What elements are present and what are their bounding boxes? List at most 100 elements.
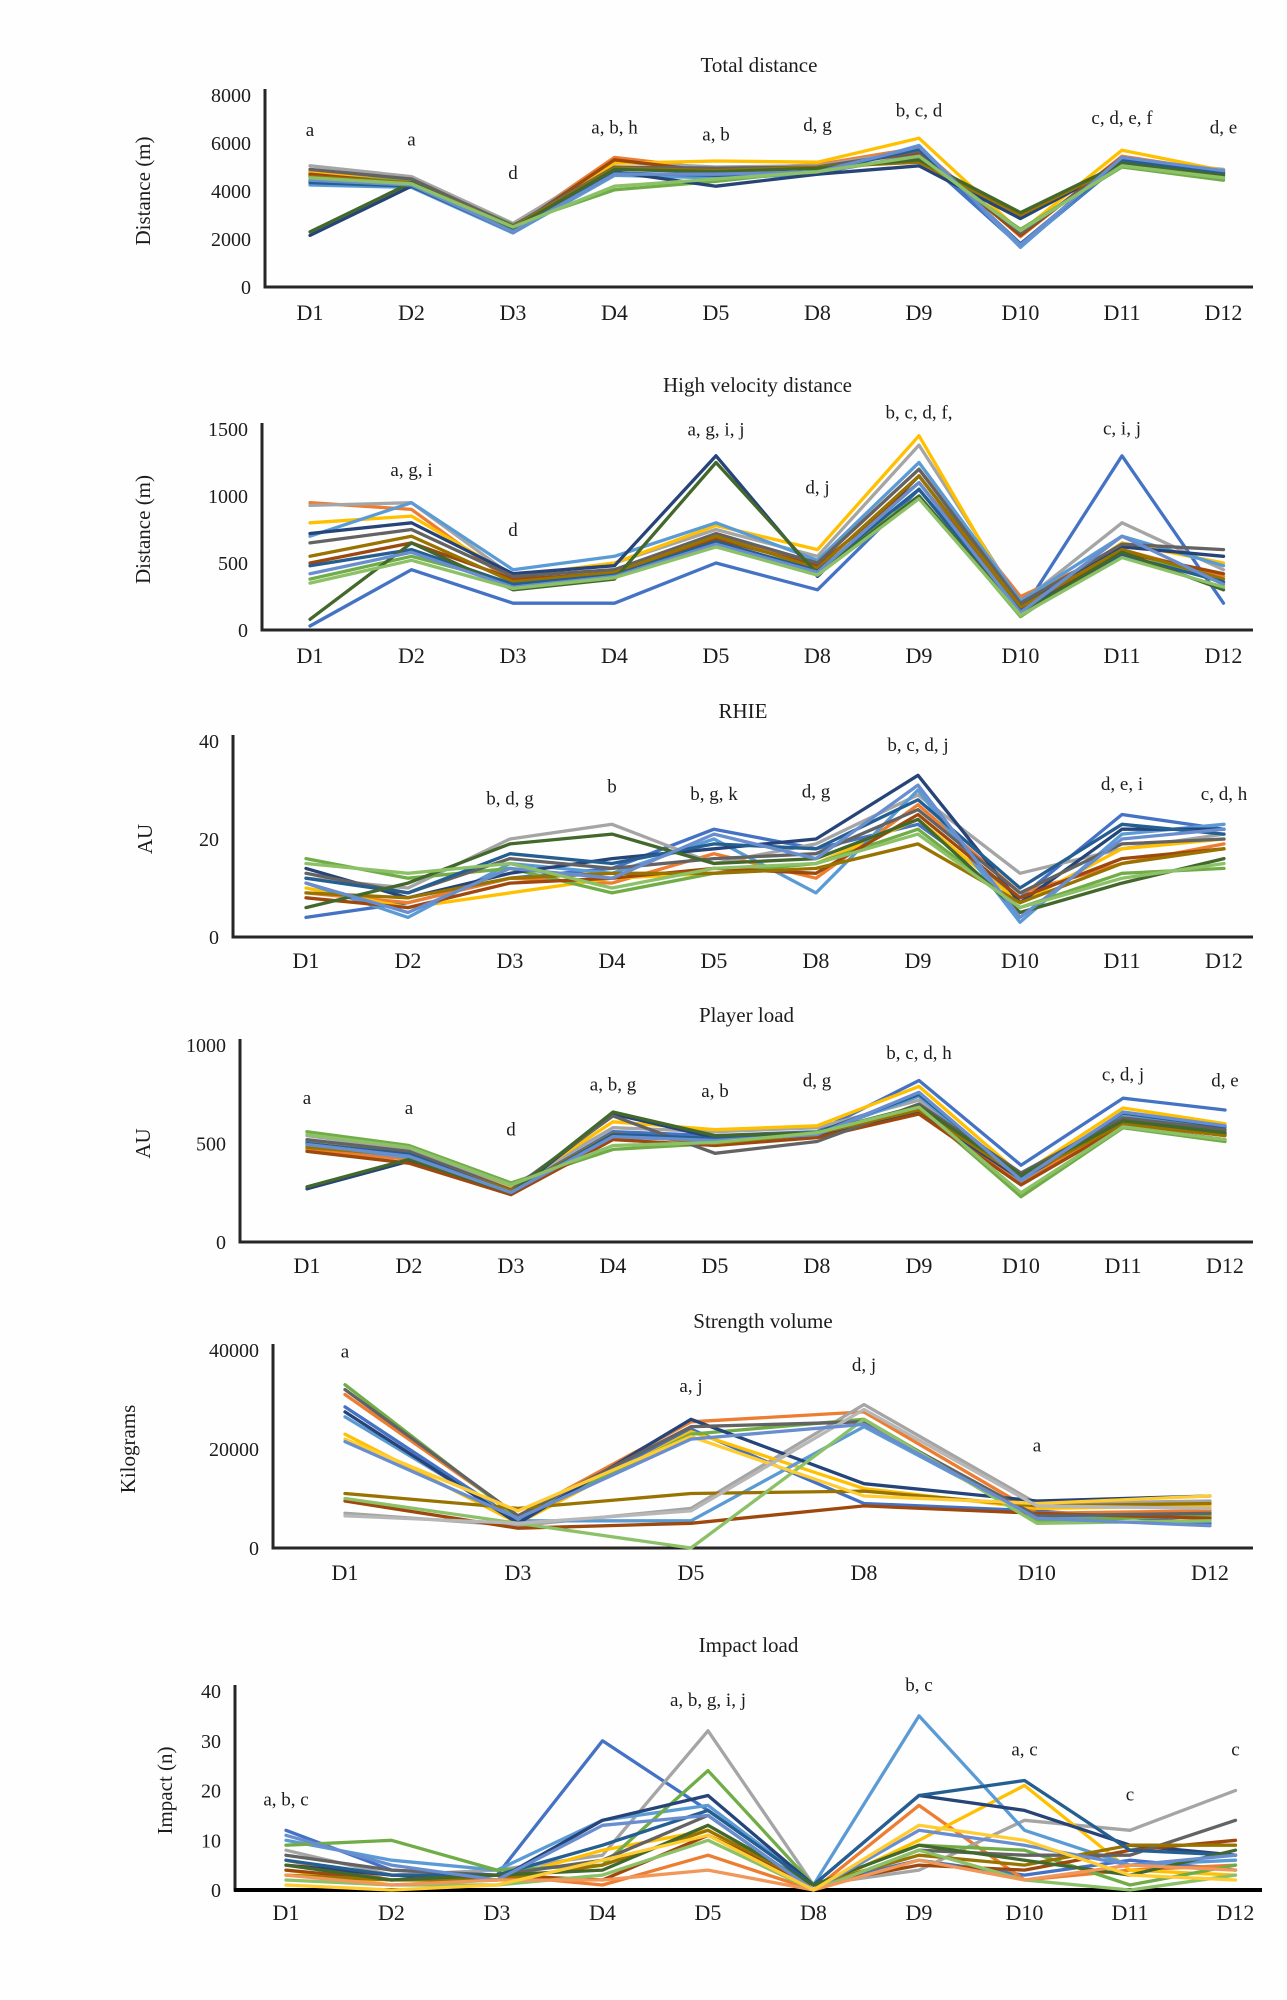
significance-annotation: c, d, h (1201, 784, 1248, 805)
chart-title: RHIE (719, 699, 768, 723)
series-line (304, 832, 1226, 910)
series-line (284, 1714, 1238, 1887)
y-axis-label: Kilograms (116, 1405, 140, 1494)
y-axis-label: Distance (m) (131, 475, 155, 584)
significance-annotation: c (1231, 1740, 1239, 1761)
x-axis-label: D4 (601, 300, 628, 325)
x-axis-label: D2 (398, 643, 425, 668)
chart-panel-2: High velocity distance Distance (m) 0 500 10… (131, 373, 1253, 668)
y-tick-label: 1000 (208, 486, 248, 508)
significance-annotation: b, c, d, f, (885, 402, 952, 423)
series-line (308, 454, 1226, 628)
series-line (308, 154, 1226, 233)
x-axis-label: D5 (678, 1560, 705, 1585)
x-axis-label: D1 (294, 1253, 321, 1278)
significance-annotation: a, g, i, j (688, 420, 745, 441)
x-axis-label: D5 (695, 1900, 722, 1925)
x-axis-label: D12 (1206, 1253, 1244, 1278)
y-tick-label: 0 (238, 620, 248, 642)
chart-panel-5: Strength volume Kilograms 0 20000 40000 D1 D3 D… (116, 1309, 1253, 1585)
x-axis-label: D3 (500, 643, 527, 668)
y-tick-label: 10 (201, 1830, 221, 1852)
significance-annotation: d, e, i (1101, 774, 1143, 795)
y-tick-label: 0 (249, 1538, 259, 1560)
x-axis-label: D10 (1002, 1253, 1040, 1278)
chart-panel-1: Total distance Distance (m) 0 2000 4000 6000 8… (131, 53, 1253, 325)
x-axis-label: D11 (1104, 1253, 1141, 1278)
series-line (305, 1105, 1227, 1195)
series-line (343, 1407, 1212, 1525)
x-axis-label: D3 (500, 300, 527, 325)
x-axis-label: D2 (395, 948, 422, 973)
significance-annotation: a (1033, 1435, 1042, 1456)
x-axis-label: D2 (378, 1900, 405, 1925)
y-tick-label: 500 (218, 553, 248, 575)
y-tick-label: 0 (209, 927, 219, 949)
y-tick-label: 20 (201, 1781, 221, 1803)
x-axis-label: D10 (1002, 643, 1040, 668)
significance-annotation: d, j (852, 1355, 876, 1376)
y-axis-label: Distance (m) (131, 136, 155, 245)
x-axis-label: D1 (332, 1560, 359, 1585)
significance-annotation: a (303, 1088, 312, 1109)
significance-annotation: b, g, k (690, 784, 738, 805)
series-line (304, 807, 1226, 895)
y-tick-label: 0 (211, 1880, 221, 1902)
x-axis-label: D12 (1191, 1560, 1229, 1585)
x-axis-label: D12 (1205, 300, 1243, 325)
x-axis-label: D10 (1002, 300, 1040, 325)
x-axis-label: D10 (1006, 1900, 1044, 1925)
significance-annotation: a, c (1011, 1740, 1037, 1761)
y-axis-label: AU (133, 824, 157, 854)
chart-title: Total distance (701, 53, 818, 77)
significance-annotation: b, d, g (486, 789, 534, 810)
series-line (343, 1422, 1212, 1528)
series-line (304, 783, 1226, 920)
significance-annotation: b, c, d, h (886, 1043, 952, 1064)
x-axis-label: D8 (804, 1253, 831, 1278)
y-tick-label: 500 (196, 1134, 226, 1156)
x-axis-label: D9 (906, 1900, 933, 1925)
x-axis-label: D8 (803, 948, 830, 973)
significance-annotation: a, b, h (591, 117, 638, 138)
x-axis-label: D1 (293, 948, 320, 973)
y-tick-label: 0 (216, 1232, 226, 1254)
x-axis-label: D1 (297, 643, 324, 668)
x-axis-label: D2 (398, 300, 425, 325)
y-axis-label: Impact (n) (153, 1746, 177, 1834)
significance-annotation: b (607, 776, 617, 797)
x-axis-label: D8 (804, 300, 831, 325)
chart-title: Strength volume (693, 1309, 832, 1333)
chart-panel-4: Player load AU 0 500 1000 D1 D2 D3 D4 D5 D8 D9 D10 D1… (131, 1003, 1253, 1278)
y-tick-label: 2000 (211, 229, 251, 251)
x-axis-label: D9 (906, 643, 933, 668)
significance-annotation: a (306, 120, 315, 141)
chart-title: Impact load (699, 1633, 799, 1657)
x-axis-label: D4 (601, 643, 628, 668)
series-line (308, 460, 1226, 621)
y-tick-label: 8000 (211, 85, 251, 107)
x-axis-label: D3 (505, 1560, 532, 1585)
y-tick-label: 4000 (211, 181, 251, 203)
significance-annotation: c, d, j (1102, 1064, 1144, 1085)
significance-annotation: a, b (701, 1081, 728, 1102)
chart-title: Player load (699, 1003, 795, 1027)
y-tick-label: 0 (241, 277, 251, 299)
series-line (343, 1434, 1212, 1513)
chart-title: High velocity distance (663, 373, 852, 397)
significance-annotation: a, b, g (590, 1074, 637, 1095)
chart-panel-6: Impact load Impact (n) 0 10 20 30 40 D1 D2 D3 D4 D5… (153, 1633, 1262, 1925)
significance-annotation: d, e (1211, 1070, 1238, 1091)
series-line (308, 144, 1226, 247)
significance-annotation: b, c, d (896, 101, 943, 122)
x-axis-label: D4 (599, 948, 626, 973)
series-line (284, 1813, 1238, 1892)
series-line (304, 773, 1226, 905)
series-line (308, 434, 1226, 612)
significance-annotation: a (407, 129, 416, 150)
x-axis-label: D12 (1205, 643, 1243, 668)
significance-annotation: d, j (805, 477, 829, 498)
x-axis-label: D9 (905, 948, 932, 973)
series-line (305, 1112, 1227, 1197)
